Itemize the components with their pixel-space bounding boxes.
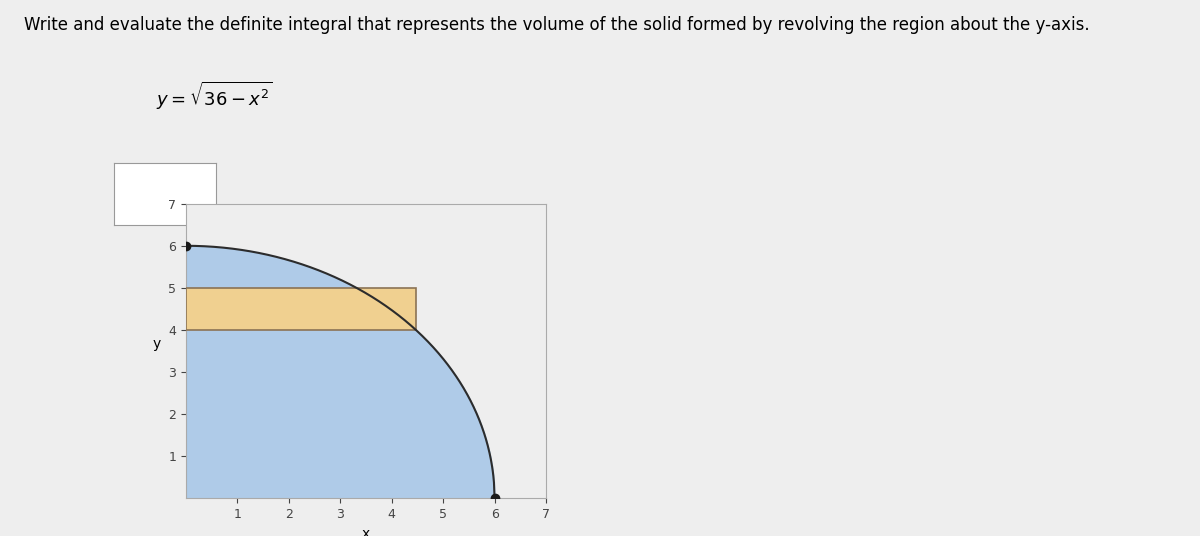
Text: Write and evaluate the definite integral that represents the volume of the solid: Write and evaluate the definite integral… [24,16,1090,34]
Y-axis label: y: y [154,337,161,351]
Bar [186,288,416,330]
X-axis label: x: x [362,527,370,536]
Text: $y = \sqrt{36 - x^2}$: $y = \sqrt{36 - x^2}$ [156,80,272,113]
